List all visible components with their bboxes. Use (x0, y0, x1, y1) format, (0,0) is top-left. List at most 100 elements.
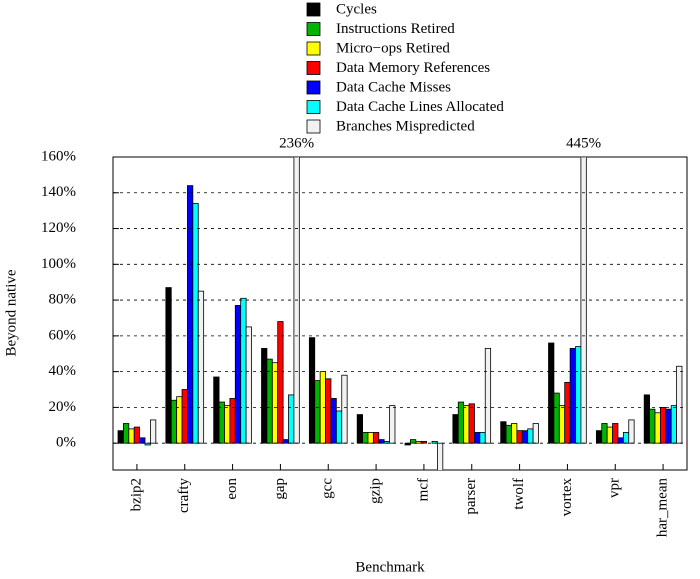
bar (389, 405, 396, 444)
bar (187, 185, 194, 444)
bar (654, 412, 661, 444)
bar (139, 437, 146, 444)
bar (245, 326, 252, 444)
bar (516, 430, 523, 444)
bar (676, 365, 683, 444)
bar (362, 432, 369, 444)
bar (617, 437, 624, 444)
x-tick-label: vpr (607, 478, 623, 498)
bar (431, 440, 438, 444)
y-tick-label: 100% (41, 256, 76, 272)
bar (569, 347, 576, 444)
bar (622, 432, 630, 444)
x-tick-label: gap (272, 478, 288, 500)
x-tick-label: eon (224, 478, 240, 500)
bar (521, 430, 529, 444)
bar (468, 403, 475, 444)
legend-label: Cycles (336, 1, 377, 17)
bar (128, 428, 135, 444)
bar (176, 396, 183, 444)
bar (293, 157, 300, 444)
bar (261, 347, 268, 444)
bar (341, 374, 348, 444)
x-tick-label: parser (463, 478, 479, 515)
bar (474, 432, 481, 444)
bar (649, 408, 656, 444)
y-tick-label: 160% (41, 148, 76, 164)
bar (330, 398, 337, 444)
legend-swatch (306, 22, 321, 36)
bar (628, 419, 635, 444)
bar (463, 405, 470, 444)
bar (117, 430, 124, 444)
bar (356, 414, 363, 444)
bar (170, 399, 178, 444)
legend-label: Data Cache Lines Allocated (336, 99, 504, 115)
bar (665, 408, 672, 444)
legend-swatch (306, 61, 321, 75)
bar (123, 423, 130, 444)
bar (234, 305, 242, 444)
bar (548, 342, 555, 444)
bar (240, 297, 247, 444)
y-tick-label: 140% (41, 184, 76, 200)
legend-label: Instructions Retired (336, 21, 455, 37)
bar (378, 439, 385, 444)
x-tick-label: vortex (559, 478, 575, 517)
bar (133, 426, 141, 444)
bar (325, 378, 332, 444)
bar (335, 410, 343, 444)
y-tick-label: 0% (56, 435, 76, 451)
bar (553, 392, 560, 444)
y-tick-label: 20% (49, 399, 77, 415)
bar (564, 381, 571, 444)
bar (558, 405, 566, 444)
bar (606, 426, 613, 444)
value-label: 445% (566, 135, 601, 151)
bar (372, 432, 380, 444)
bar (437, 442, 444, 470)
bar (282, 439, 289, 444)
legend-swatch (306, 41, 321, 56)
bar (288, 394, 295, 444)
x-axis-label: Benchmark (355, 559, 425, 575)
y-tick-label: 40% (49, 363, 77, 379)
bar (452, 414, 459, 444)
legend-label: Data Cache Misses (336, 79, 451, 95)
bar (595, 430, 603, 444)
bar (484, 347, 492, 444)
legend-label: Micro−ops Retired (336, 40, 450, 56)
bar (601, 423, 608, 444)
bar (367, 432, 374, 444)
x-tick-label: mcf (415, 478, 431, 501)
bar (575, 346, 582, 444)
bar (229, 398, 236, 444)
bar (277, 321, 284, 444)
y-tick-label: 60% (49, 327, 77, 343)
bar (505, 424, 512, 444)
bar (271, 362, 279, 444)
y-tick-label: 80% (49, 292, 77, 308)
x-tick-label: gzip (368, 478, 384, 504)
legend-label: Branches Mispredicted (336, 118, 475, 134)
bar (181, 389, 188, 444)
x-tick-label: har_mean (655, 478, 671, 538)
bar (511, 423, 518, 444)
x-tick-label: bzip2 (128, 478, 144, 511)
bar (410, 439, 417, 444)
bar (144, 442, 151, 446)
bar (213, 376, 220, 444)
bar (150, 419, 157, 444)
x-tick-label: twolf (511, 478, 527, 510)
bar (197, 290, 205, 444)
y-axis-label: Beyond native (3, 269, 19, 356)
bar (314, 380, 321, 444)
bar (612, 423, 619, 444)
bar (165, 287, 172, 444)
bar (532, 423, 539, 444)
bar (308, 337, 316, 444)
x-tick-label: crafty (176, 478, 192, 513)
bar (659, 406, 667, 444)
legend-swatch (306, 100, 321, 114)
